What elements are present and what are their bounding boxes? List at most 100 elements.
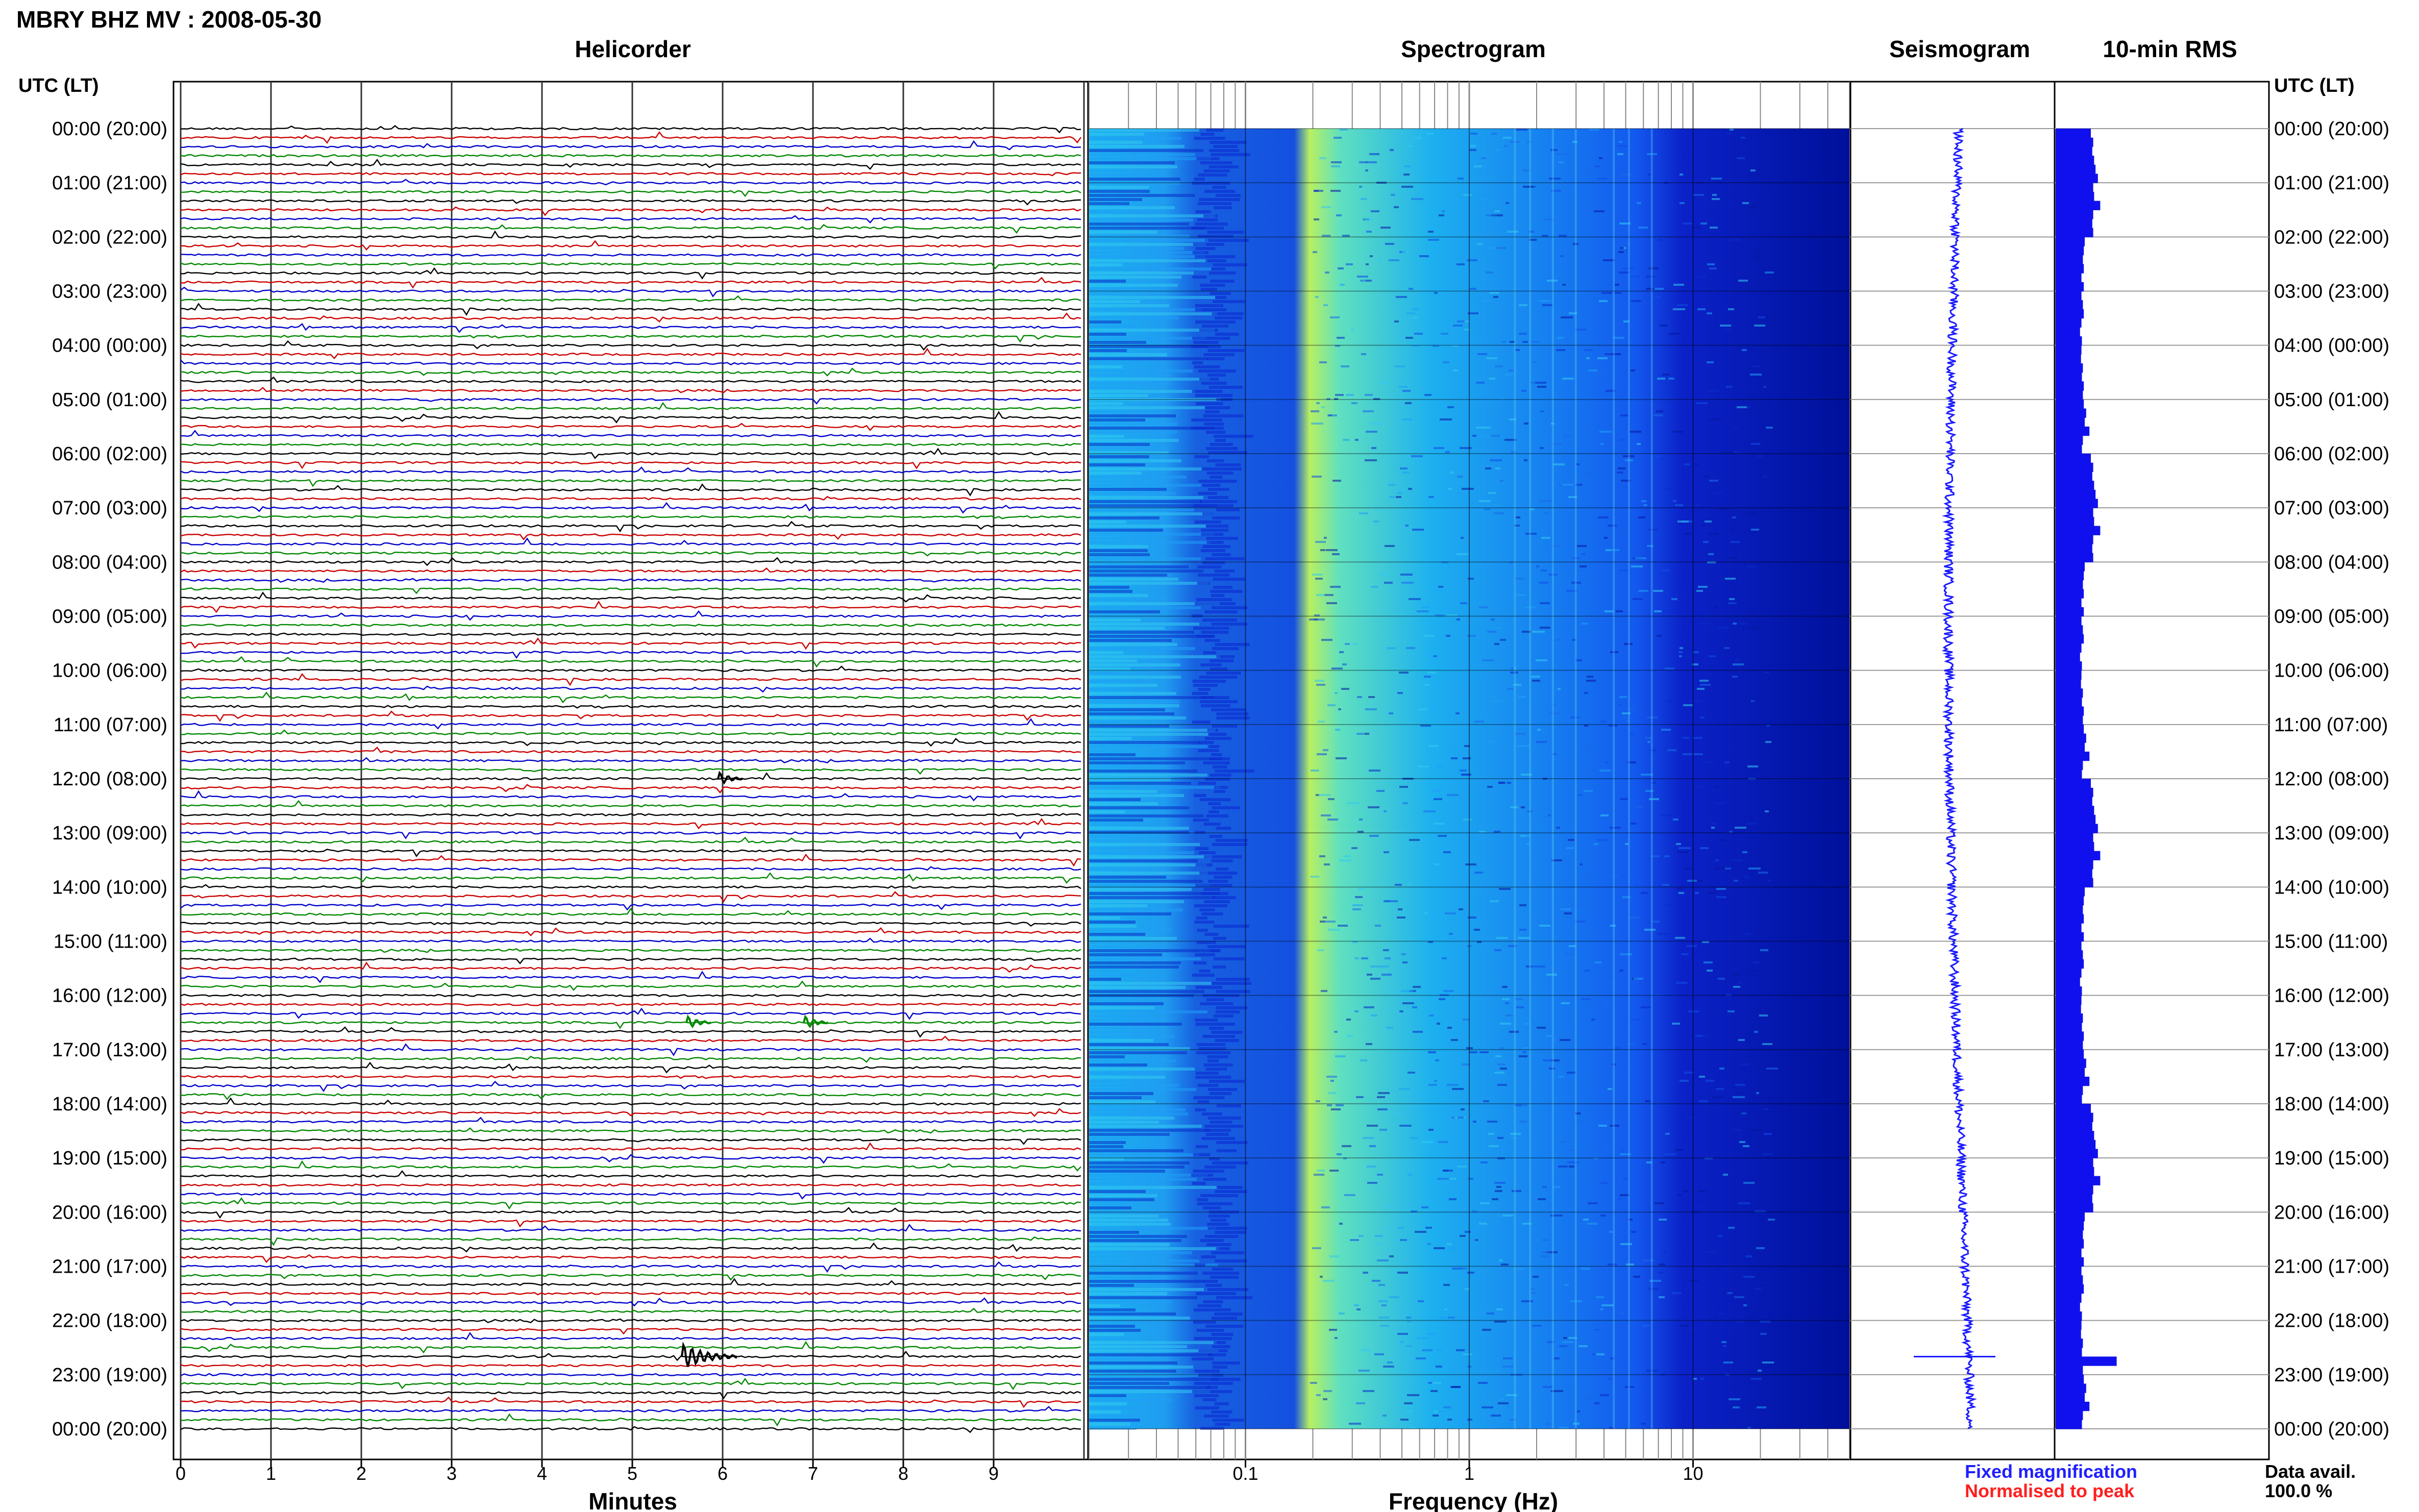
spectrogram-speckle: [1565, 1284, 1569, 1286]
spectrogram-speckle: [1463, 1027, 1471, 1029]
spectrogram-streak: [1209, 733, 1227, 736]
spectrogram-speckle: [1378, 1092, 1390, 1094]
spectrogram-speckle: [1464, 745, 1470, 747]
spectrogram-speckle: [1409, 288, 1413, 290]
spectrogram-speckle: [1452, 1088, 1464, 1090]
spectrogram-speckle: [1551, 545, 1561, 547]
rms-bar: [2056, 246, 2084, 256]
spectrogram-speckle: [1323, 1280, 1335, 1282]
spectrogram-streak: [1089, 1329, 1141, 1332]
spectrogram-streak: [1089, 1227, 1216, 1230]
spectrogram-speckle: [1558, 688, 1561, 690]
spectrogram-speckle: [1739, 982, 1743, 984]
helicorder-trace-line: [180, 817, 1081, 830]
spectrogram-streak: [1089, 222, 1189, 226]
spectrogram-speckle: [1337, 1153, 1342, 1155]
spectrogram-streak: [1089, 316, 1178, 319]
spectrogram-speckle: [1680, 647, 1683, 649]
spectrogram-streak: [1201, 529, 1229, 532]
rms-bar: [2056, 417, 2085, 427]
spectrogram-speckle: [1712, 194, 1717, 196]
helicorder-trace-line: [180, 903, 1081, 911]
spectrogram-speckle: [1588, 1202, 1598, 1204]
spectrogram-speckle: [1719, 839, 1726, 841]
spectrogram-speckle: [1709, 655, 1716, 657]
spectrogram-streak: [1205, 737, 1232, 740]
helicorder-trace-line: [180, 1307, 1081, 1313]
time-label-left: 22:00 (18:00): [52, 1310, 167, 1332]
spectrogram-streak: [1194, 794, 1206, 797]
spectrogram-streak: [1089, 696, 1214, 699]
rms-bar: [2056, 435, 2083, 445]
rms-bar: [2056, 670, 2082, 680]
spectrogram-streak: [1089, 1321, 1156, 1324]
spectrogram-speckle: [1357, 696, 1362, 698]
spectrogram-streak: [1089, 1239, 1181, 1242]
spectrogram-speckle: [1428, 1084, 1437, 1086]
spectrogram-speckle: [1411, 1210, 1417, 1212]
spectrogram-speckle: [1457, 320, 1465, 323]
spectrogram-streak: [1089, 1235, 1187, 1238]
spectrogram-streak: [1195, 247, 1216, 250]
helicorder-panel: [172, 81, 1089, 1460]
spectrogram-speckle: [1406, 1317, 1411, 1319]
spectrogram-streak: [1203, 761, 1230, 764]
spectrogram-streak: [1205, 410, 1220, 413]
spectrogram-speckle: [1673, 284, 1684, 286]
spectrogram-streak: [1089, 1137, 1130, 1140]
spectrogram-speckle: [1717, 627, 1729, 629]
spectrogram-speckle: [1668, 378, 1674, 380]
time-label-left: 07:00 (03:00): [52, 498, 167, 519]
spectrogram-streak: [1089, 141, 1143, 144]
spectrogram-streak: [1089, 541, 1211, 544]
spectrogram-speckle: [1386, 900, 1398, 902]
helicorder-trace-line: [180, 705, 1081, 709]
spectrogram-streak: [1213, 1014, 1233, 1018]
spectrogram-streak: [1089, 753, 1136, 756]
spectrogram-streak: [1089, 1402, 1127, 1405]
rms-bar: [2056, 860, 2093, 870]
spectrogram-speckle: [1598, 516, 1609, 518]
spectrogram-speckle: [1525, 533, 1537, 535]
helicorder-trace-line: [180, 884, 1081, 889]
spectrogram-streak: [1202, 1272, 1240, 1275]
spectrogram-streak: [1204, 933, 1219, 936]
spectrogram-speckle: [1695, 892, 1699, 894]
spectrogram-speckle: [1364, 733, 1369, 735]
spectrogram-speckle: [1608, 549, 1619, 551]
spectrogram-speckle: [1323, 749, 1328, 751]
spectrogram-speckle: [1494, 512, 1504, 514]
spectrogram-speckle: [1531, 676, 1540, 678]
spectrogram-streak: [1089, 847, 1153, 850]
helicorder-trace-line: [180, 398, 1081, 405]
spectrogram-speckle: [1428, 1382, 1432, 1384]
spectrogram-speckle: [1394, 206, 1399, 208]
spectrogram-streak: [1089, 692, 1176, 695]
spectrogram-speckle: [1734, 451, 1739, 453]
spectrogram-speckle: [1334, 398, 1338, 400]
spectrogram-speckle: [1751, 1055, 1755, 1057]
spectrogram-streak: [1089, 1068, 1195, 1071]
spectrogram-speckle: [1451, 1039, 1458, 1041]
spectrogram-streak: [1089, 169, 1142, 172]
spectrogram-speckle: [1591, 1259, 1596, 1261]
helicorder-trace-line: [180, 623, 1081, 627]
spectrogram-streak: [1198, 1047, 1226, 1050]
spectrogram-streak: [1089, 761, 1185, 764]
spectrogram-speckle: [1575, 659, 1582, 661]
spectrogram-speckle: [1709, 267, 1717, 269]
spectrogram-speckle: [1596, 1296, 1604, 1298]
helicorder-trace-line: [180, 367, 1081, 377]
spectrogram-speckle: [1569, 1149, 1577, 1151]
spectrogram-streak: [1204, 1235, 1239, 1238]
spectrogram-speckle: [1317, 949, 1324, 951]
spectrogram-speckle: [1697, 308, 1706, 310]
spectrogram-speckle: [1339, 1312, 1345, 1315]
spectrogram-streak: [1089, 157, 1211, 160]
spectrogram-speckle: [1705, 520, 1712, 523]
spectrogram-speckle: [1600, 1394, 1609, 1396]
spectrogram-speckle: [1758, 1370, 1762, 1372]
spectrogram-speckle: [1646, 1370, 1658, 1372]
spectrogram-speckle: [1515, 349, 1520, 351]
spectrogram-speckle: [1593, 843, 1598, 845]
